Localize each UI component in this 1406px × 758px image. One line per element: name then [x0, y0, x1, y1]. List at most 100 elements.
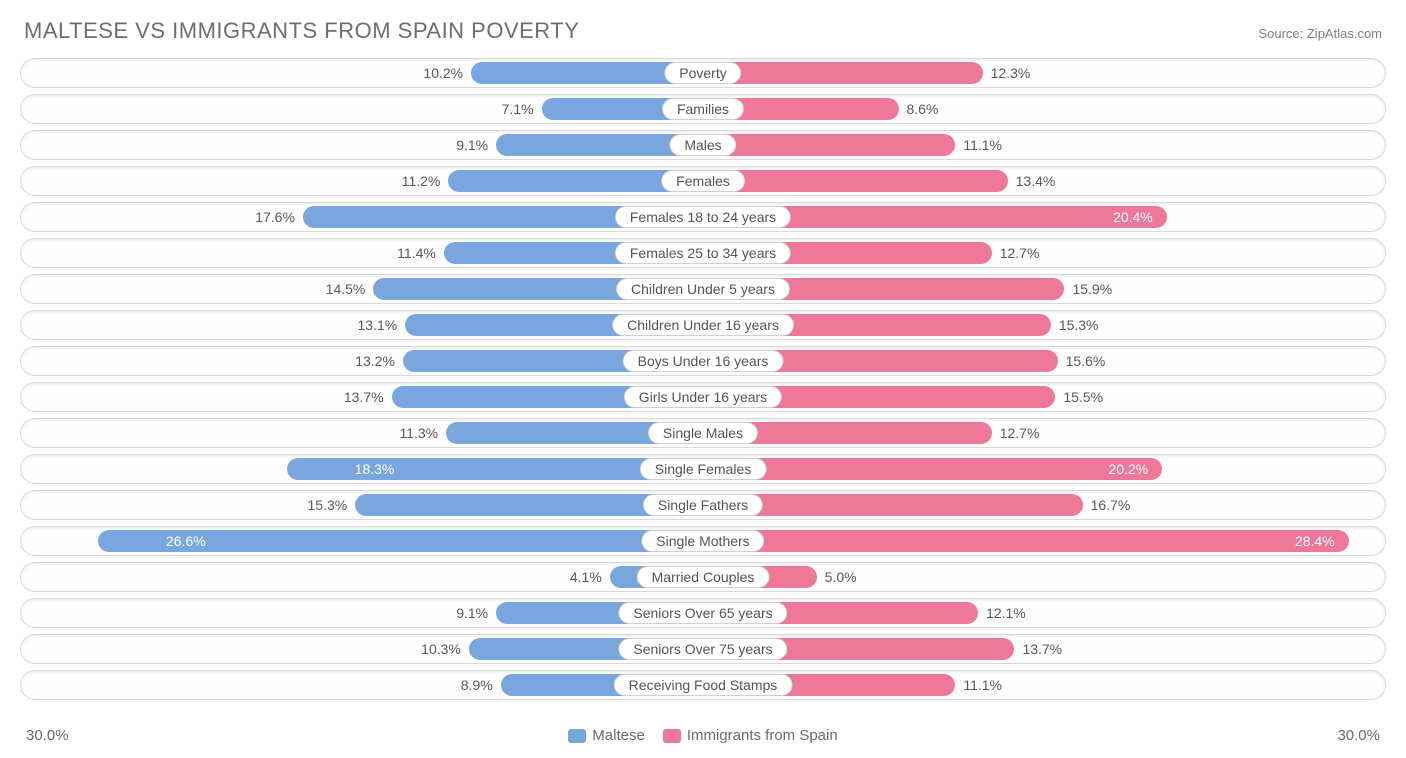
bar-row: 17.6% 20.4% Females 18 to 24 years [20, 202, 1386, 232]
bar-half-right: 20.2% [703, 455, 1385, 483]
bar-row: 13.7% 15.5% Girls Under 16 years [20, 382, 1386, 412]
bar-row: 9.1% 12.1%Seniors Over 65 years [20, 598, 1386, 628]
value-left: 4.1% [570, 569, 602, 585]
bar-half-left: 11.4% [21, 239, 703, 267]
bar-half-left: 26.6% [21, 527, 703, 555]
chart-container: MALTESE VS IMMIGRANTS FROM SPAIN POVERTY… [0, 0, 1406, 758]
bar-row: 26.6% 28.4% Single Mothers [20, 526, 1386, 556]
bar-right [703, 458, 1162, 480]
bar-half-right: 28.4% [703, 527, 1385, 555]
bar-row: 11.4%12.7%Females 25 to 34 years [20, 238, 1386, 268]
value-right: 11.1% [963, 677, 1002, 693]
value-left: 15.3% [307, 497, 347, 513]
bar-half-right: 15.5% [703, 383, 1385, 411]
value-left: 13.1% [358, 317, 398, 333]
legend-item: Maltese [568, 727, 645, 744]
legend-label: Maltese [592, 727, 645, 744]
value-left: 9.1% [456, 605, 488, 621]
category-label: Seniors Over 75 years [618, 638, 787, 660]
value-left: 10.3% [421, 641, 461, 657]
bar-half-left: 10.3% [21, 635, 703, 663]
legend-label: Immigrants from Spain [687, 727, 838, 744]
category-label: Seniors Over 65 years [618, 602, 787, 624]
bar-half-right: 15.3% [703, 311, 1385, 339]
legend-swatch [568, 729, 586, 743]
value-left: 13.2% [355, 353, 395, 369]
value-left: 13.7% [344, 389, 384, 405]
bar-half-left: 7.1% [21, 95, 703, 123]
value-left: 11.4% [397, 245, 436, 261]
bar-half-left: 14.5% [21, 275, 703, 303]
bar-row: 14.5% 15.9% Children Under 5 years [20, 274, 1386, 304]
value-right: 12.3% [991, 65, 1031, 81]
category-label: Children Under 16 years [612, 314, 794, 336]
chart-title: MALTESE VS IMMIGRANTS FROM SPAIN POVERTY [24, 18, 579, 44]
bar-row: 18.3%20.2%Single Females [20, 454, 1386, 484]
axis-max-right: 30.0% [1337, 727, 1380, 744]
value-right: 8.6% [907, 101, 939, 117]
value-left: 10.2% [423, 65, 463, 81]
bar-half-right: 12.1% [703, 599, 1385, 627]
legend-item: Immigrants from Spain [663, 727, 838, 744]
value-left: 14.5% [326, 281, 366, 297]
bar-row: 13.2% 15.6%Boys Under 16 years [20, 346, 1386, 376]
category-label: Females 18 to 24 years [615, 206, 791, 228]
chart-footer: 30.0% Maltese Immigrants from Spain 30.0% [20, 727, 1386, 748]
bar-half-right: 15.9% [703, 275, 1385, 303]
value-right: 20.4% [1113, 209, 1167, 225]
bar-row: 13.1% 15.3% Children Under 16 years [20, 310, 1386, 340]
bar-half-right: 5.0% [703, 563, 1385, 591]
bar-half-left: 4.1% [21, 563, 703, 591]
value-left: 9.1% [456, 137, 488, 153]
value-left: 8.9% [461, 677, 493, 693]
category-label: Children Under 5 years [616, 278, 790, 300]
bar-half-right: 8.6% [703, 95, 1385, 123]
bar-row: 8.9%11.1%Receiving Food Stamps [20, 670, 1386, 700]
bar-row: 11.3%12.7%Single Males [20, 418, 1386, 448]
category-label: Males [669, 134, 736, 156]
axis-max-left: 30.0% [26, 727, 69, 744]
category-label: Single Males [648, 422, 758, 444]
value-left: 11.2% [402, 173, 441, 189]
value-right: 5.0% [825, 569, 857, 585]
bar-half-right: 15.6% [703, 347, 1385, 375]
bar-row: 10.2%12.3%Poverty [20, 58, 1386, 88]
bar-row: 7.1% 8.6% Families [20, 94, 1386, 124]
category-label: Families [662, 98, 744, 120]
value-left: 7.1% [502, 101, 534, 117]
bar-half-right: 16.7% [703, 491, 1385, 519]
legend-swatch [663, 729, 681, 743]
bar-half-right: 11.1% [703, 131, 1385, 159]
value-left: 11.3% [399, 425, 438, 441]
category-label: Married Couples [637, 566, 770, 588]
bar-half-left: 11.3% [21, 419, 703, 447]
value-right: 28.4% [1295, 533, 1349, 549]
value-right: 13.7% [1022, 641, 1062, 657]
bar-half-right: 13.7% [703, 635, 1385, 663]
category-label: Single Mothers [641, 530, 764, 552]
value-right: 15.9% [1072, 281, 1112, 297]
bar-half-right: 12.7% [703, 239, 1385, 267]
category-label: Single Fathers [643, 494, 763, 516]
value-right: 20.2% [1109, 461, 1163, 477]
bar-half-right: 11.1% [703, 671, 1385, 699]
category-label: Boys Under 16 years [623, 350, 784, 372]
value-right: 15.5% [1063, 389, 1103, 405]
bar-half-left: 15.3% [21, 491, 703, 519]
bar-half-left: 13.2% [21, 347, 703, 375]
bar-right [703, 170, 1008, 192]
bar-half-left: 18.3% [21, 455, 703, 483]
value-left: 18.3% [341, 461, 395, 477]
chart-legend: Maltese Immigrants from Spain [69, 727, 1338, 744]
bar-half-left: 8.9% [21, 671, 703, 699]
bar-row: 10.3% 13.7% Seniors Over 75 years [20, 634, 1386, 664]
bar-row: 4.1% 5.0% Married Couples [20, 562, 1386, 592]
bar-half-right: 13.4% [703, 167, 1385, 195]
category-label: Girls Under 16 years [624, 386, 782, 408]
bar-half-right: 20.4% [703, 203, 1385, 231]
value-right: 15.3% [1059, 317, 1099, 333]
value-right: 13.4% [1016, 173, 1056, 189]
value-right: 11.1% [963, 137, 1002, 153]
bar-row: 15.3% 16.7%Single Fathers [20, 490, 1386, 520]
value-left: 17.6% [255, 209, 295, 225]
